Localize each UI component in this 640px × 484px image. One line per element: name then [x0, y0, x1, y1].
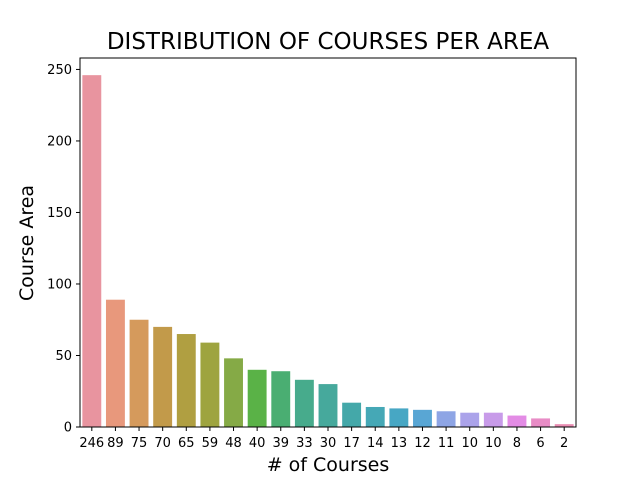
x-axis-ticks: 246 89 75 70 65 59 48 40 39 33 30 17 14 13 12 11 10 10 8 6 2: [79, 427, 568, 451]
x-tick-label-0: 246: [79, 436, 104, 451]
x-tick-label-15: 11: [438, 436, 455, 451]
y-tick-label-2: 100: [47, 277, 72, 292]
bar-3: [153, 326, 173, 427]
bar-15: [436, 411, 456, 427]
bar-4: [176, 334, 196, 427]
bar-2: [129, 319, 149, 427]
x-tick-label-16: 10: [461, 436, 478, 451]
bar-10: [318, 384, 338, 427]
plot-frame: [79, 57, 577, 428]
x-tick-label-20: 2: [560, 436, 568, 451]
x-tick-label-17: 10: [485, 436, 502, 451]
y-tick-label-4: 200: [47, 134, 72, 149]
y-tick-label-1: 50: [55, 349, 72, 364]
bar-8: [271, 371, 291, 427]
x-tick-label-9: 33: [296, 436, 313, 451]
x-tick-label-5: 59: [202, 436, 219, 451]
y-tick-label-3: 150: [47, 206, 72, 221]
x-tick-label-8: 39: [272, 436, 289, 451]
x-tick-label-3: 70: [154, 436, 171, 451]
y-tick-label-5: 250: [47, 63, 72, 78]
bar-17: [483, 412, 503, 427]
bar-11: [342, 402, 362, 427]
y-tick-label-0: 0: [64, 421, 72, 436]
bar-19: [531, 418, 551, 427]
x-tick-label-12: 14: [367, 436, 384, 451]
x-tick-label-19: 6: [536, 436, 544, 451]
x-tick-label-6: 48: [225, 436, 242, 451]
chart-title: DISTRIBUTION OF COURSES PER AREA: [107, 29, 550, 55]
bar-13: [389, 408, 409, 427]
bar-1: [105, 299, 125, 427]
x-axis-label: # of Courses: [267, 454, 390, 476]
x-tick-label-7: 40: [249, 436, 266, 451]
bar-18: [507, 415, 527, 427]
bar-16: [460, 412, 480, 427]
x-tick-label-13: 13: [391, 436, 408, 451]
x-tick-label-2: 75: [131, 436, 148, 451]
y-axis-ticks: 0 50 100 150 200 250: [47, 63, 80, 436]
x-tick-label-18: 8: [513, 436, 521, 451]
bars-group: [82, 75, 574, 428]
x-tick-label-10: 30: [320, 436, 337, 451]
bar-5: [200, 342, 220, 427]
bar-0: [82, 75, 102, 428]
x-tick-label-1: 89: [107, 436, 124, 451]
x-tick-label-14: 12: [414, 436, 431, 451]
bar-12: [365, 406, 385, 427]
x-tick-label-4: 65: [178, 436, 195, 451]
bar-14: [413, 409, 432, 427]
bar-7: [247, 369, 267, 427]
y-axis-label: Course Area: [16, 185, 38, 301]
bar-6: [224, 358, 243, 427]
x-tick-label-11: 17: [343, 436, 360, 451]
bar-9: [294, 379, 314, 427]
bar-20: [554, 424, 574, 427]
